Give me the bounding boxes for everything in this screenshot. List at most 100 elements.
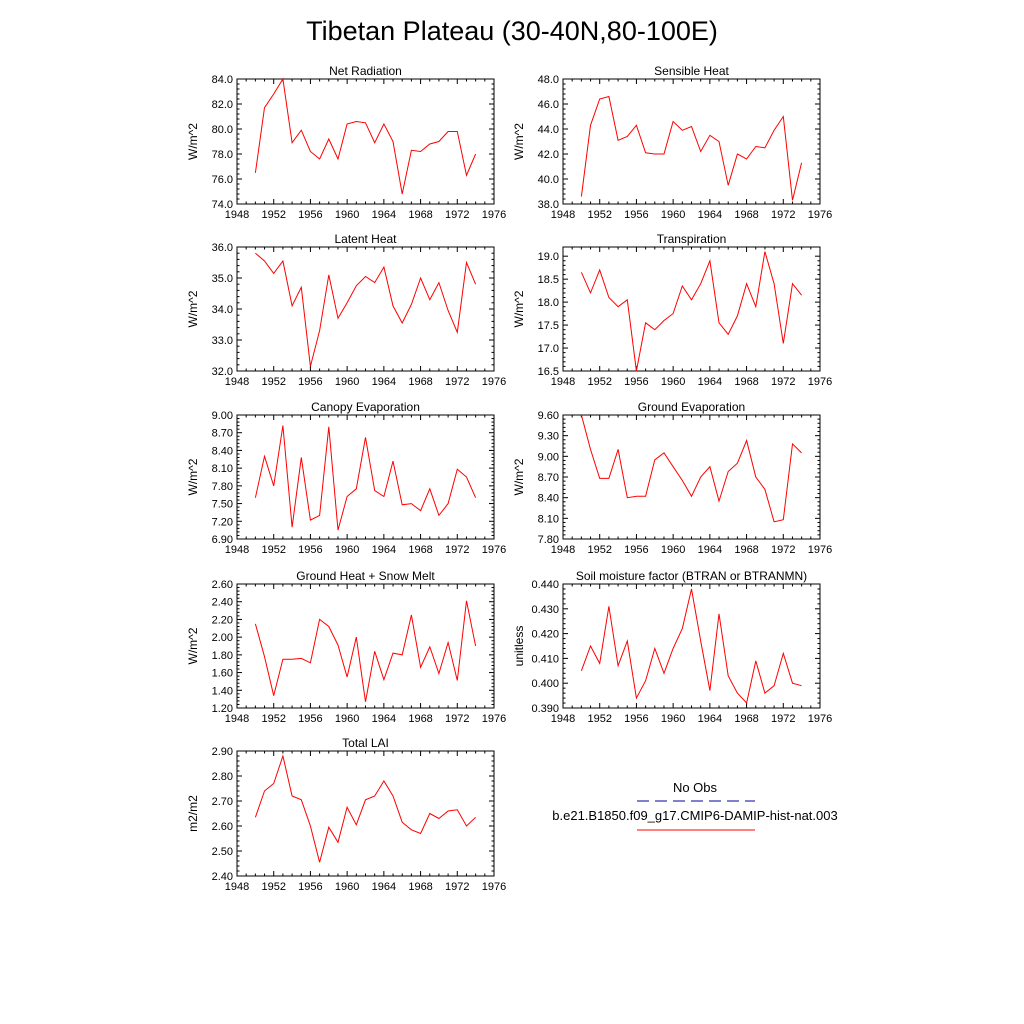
x-tick-label: 1976 <box>808 713 832 725</box>
x-tick-label: 1956 <box>298 544 322 556</box>
y-axis-label: W/m^2 <box>512 123 526 160</box>
x-tick-label: 1964 <box>698 544 722 556</box>
chart-panel-7: Ground Heat + Snow Melt W/m^2 1948 1952 1956… <box>186 569 506 725</box>
y-axis-label: W/m^2 <box>186 627 200 664</box>
x-tick-label: 1972 <box>445 713 469 725</box>
y-tick-label: 2.60 <box>212 579 233 591</box>
y-tick-label: 8.10 <box>212 463 233 475</box>
y-tick-label: 74.0 <box>212 199 233 211</box>
y-tick-label: 18.5 <box>538 274 559 286</box>
y-tick-label: 9.30 <box>538 431 559 443</box>
x-tick-label: 1968 <box>734 209 758 221</box>
y-tick-label: 18.0 <box>538 297 559 309</box>
x-tick-label: 1972 <box>445 881 469 893</box>
panel-title: Soil moisture factor (BTRAN or BTRANMN) <box>576 569 807 583</box>
x-tick-label: 1972 <box>445 376 469 388</box>
y-tick-label: 48.0 <box>538 74 559 86</box>
x-tick-label: 1948 <box>551 209 575 221</box>
y-tick-label: 7.80 <box>212 481 233 493</box>
y-tick-label: 8.70 <box>538 472 559 484</box>
y-tick-label: 1.40 <box>212 685 233 697</box>
x-tick-label: 1968 <box>734 376 758 388</box>
x-tick-label: 1968 <box>408 376 432 388</box>
y-tick-label: 17.5 <box>538 320 559 332</box>
chart-panel-4: Transpiration W/m^2 1948 1952 1956 1960 1964 19… <box>512 232 832 388</box>
y-tick-label: 76.0 <box>212 174 233 186</box>
y-tick-label: 9.00 <box>212 410 233 422</box>
y-axis-label: W/m^2 <box>512 290 526 327</box>
x-tick-label: 1952 <box>261 881 285 893</box>
series-line <box>580 95 803 201</box>
x-tick-label: 1968 <box>734 713 758 725</box>
y-tick-label: 2.40 <box>212 871 233 883</box>
series-line <box>580 251 802 372</box>
x-tick-label: 1948 <box>225 544 249 556</box>
y-tick-label: 78.0 <box>212 149 233 161</box>
x-tick-label: 1956 <box>624 713 648 725</box>
legend: No Obs b.e21.B1850.f09_g17.CMIP6-DAMIP-h… <box>552 780 838 831</box>
y-tick-label: 8.40 <box>538 493 559 505</box>
x-tick-label: 1972 <box>771 544 795 556</box>
x-tick-label: 1972 <box>771 713 795 725</box>
y-tick-label: 2.80 <box>212 771 233 783</box>
chart-panel-5: Canopy Evaporation W/m^2 1948 1952 1956 1960 1… <box>186 400 506 556</box>
y-tick-label: 2.50 <box>212 846 233 858</box>
chart-panel-8: Soil moisture factor (BTRAN or BTRANMN) u… <box>512 569 832 725</box>
y-tick-label: 0.390 <box>531 703 559 715</box>
figure-title: Tibetan Plateau (30-40N,80-100E) <box>306 16 718 46</box>
panel-title: Canopy Evaporation <box>311 400 420 414</box>
series-line <box>580 414 802 523</box>
panel-title: Transpiration <box>657 232 727 246</box>
y-tick-label: 1.80 <box>212 650 233 662</box>
x-tick-label: 1964 <box>372 881 396 893</box>
y-tick-label: 42.0 <box>538 149 559 161</box>
x-tick-label: 1976 <box>808 209 832 221</box>
chart-panel-9: Total LAI m2/m2 1948 1952 1956 1960 1964 1968 19… <box>186 736 506 893</box>
x-tick-label: 1952 <box>587 544 611 556</box>
x-tick-label: 1956 <box>624 544 648 556</box>
chart-panel-3: Latent Heat W/m^2 1948 1952 1956 1960 1964 1968… <box>186 232 506 388</box>
y-tick-label: 6.90 <box>212 534 233 546</box>
x-tick-label: 1968 <box>408 209 432 221</box>
x-tick-label: 1960 <box>335 881 359 893</box>
x-tick-label: 1964 <box>372 713 396 725</box>
y-tick-label: 44.0 <box>538 124 559 136</box>
x-tick-label: 1976 <box>808 544 832 556</box>
x-tick-label: 1964 <box>698 376 722 388</box>
y-tick-label: 17.0 <box>538 343 559 355</box>
x-tick-label: 1976 <box>808 376 832 388</box>
y-tick-label: 8.40 <box>212 445 233 457</box>
x-tick-label: 1952 <box>587 209 611 221</box>
y-tick-label: 7.50 <box>212 499 233 511</box>
panel-title: Ground Evaporation <box>638 400 745 414</box>
panel-title: Total LAI <box>342 736 389 750</box>
series-line <box>580 588 802 705</box>
chart-panel-1: Net Radiation W/m^2 1948 1952 1956 1960 1964 19… <box>186 64 506 221</box>
x-tick-label: 1972 <box>771 376 795 388</box>
x-tick-label: 1964 <box>372 209 396 221</box>
x-tick-label: 1960 <box>661 544 685 556</box>
y-tick-label: 0.430 <box>531 604 559 616</box>
x-tick-label: 1948 <box>225 376 249 388</box>
y-tick-label: 2.20 <box>212 614 233 626</box>
x-tick-label: 1956 <box>298 209 322 221</box>
chart-panel-2: Sensible Heat W/m^2 1948 1952 1956 1960 1964 19… <box>512 64 832 221</box>
y-tick-label: 0.440 <box>531 579 559 591</box>
y-tick-label: 2.00 <box>212 632 233 644</box>
y-axis-label: m2/m2 <box>186 795 200 832</box>
y-tick-label: 1.20 <box>212 703 233 715</box>
y-tick-label: 38.0 <box>538 199 559 211</box>
panel-title: Net Radiation <box>329 64 402 78</box>
x-tick-label: 1952 <box>261 376 285 388</box>
y-tick-label: 1.60 <box>212 668 233 680</box>
y-tick-label: 8.10 <box>538 513 559 525</box>
y-tick-label: 46.0 <box>538 99 559 111</box>
x-tick-label: 1964 <box>698 209 722 221</box>
plot-frame <box>236 78 495 205</box>
plot-frame <box>236 246 495 372</box>
plot-frame <box>562 78 821 205</box>
panel-title: Latent Heat <box>334 232 397 246</box>
x-tick-label: 1968 <box>734 544 758 556</box>
y-tick-label: 33.0 <box>212 335 233 347</box>
